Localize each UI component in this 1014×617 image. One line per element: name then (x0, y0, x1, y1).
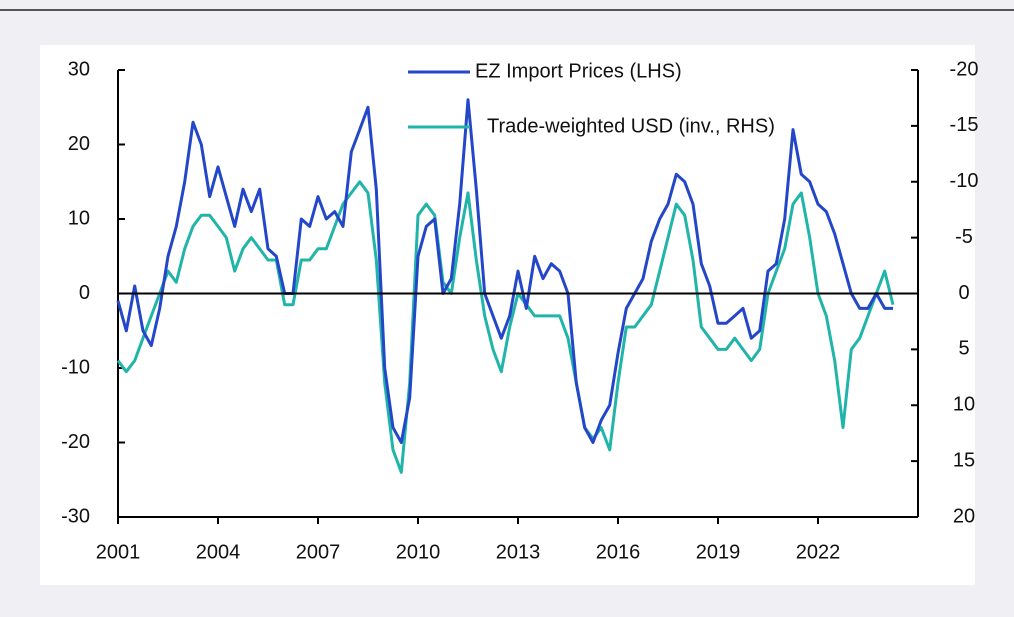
y-tick-label: 30 (68, 58, 90, 80)
series-line (116, 98, 893, 444)
y2-tick-label: -10 (950, 170, 979, 192)
chart-panel (40, 45, 975, 585)
header-rule (0, 9, 1014, 11)
y2-tick-label: 15 (953, 449, 975, 471)
y2-tick-label: 0 (958, 282, 969, 304)
y-tick-label: -30 (61, 505, 90, 527)
y2-tick-label: 20 (953, 505, 975, 527)
y-tick-label: -10 (61, 356, 90, 378)
x-tick-label: 2016 (596, 541, 641, 563)
y-tick-label: 0 (79, 282, 90, 304)
series-line (116, 180, 895, 474)
y2-tick-label: -5 (955, 226, 973, 248)
y-tick-label: 20 (68, 133, 90, 155)
legend-label: EZ Import Prices (LHS) (475, 60, 682, 82)
y-tick-label: -20 (61, 431, 90, 453)
x-tick-label: 2001 (96, 541, 141, 563)
legend-label: Trade-weighted USD (inv., RHS) (487, 115, 775, 137)
y2-tick-label: -15 (950, 114, 979, 136)
x-tick-label: 2010 (396, 541, 441, 563)
x-tick-label: 2013 (496, 541, 541, 563)
x-tick-label: 2007 (296, 541, 341, 563)
y2-tick-label: 10 (953, 394, 975, 416)
y2-tick-label: 5 (958, 338, 969, 360)
y-tick-label: 10 (68, 207, 90, 229)
x-tick-label: 2019 (696, 541, 741, 563)
x-tick-label: 2022 (796, 541, 841, 563)
x-tick-label: 2004 (196, 541, 241, 563)
y2-tick-label: -20 (950, 58, 979, 80)
